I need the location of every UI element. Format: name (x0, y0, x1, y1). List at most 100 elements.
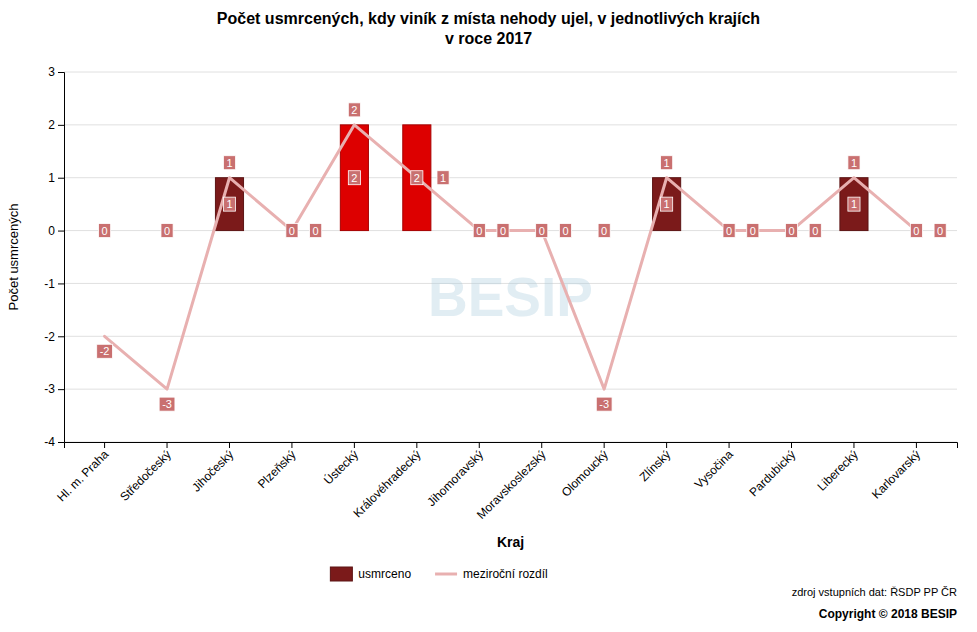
data-label-text: 0 (476, 225, 482, 237)
bar (403, 125, 431, 231)
legend-item: usmrceno (330, 567, 411, 581)
data-label: 2 (411, 171, 423, 185)
x-tick-label: Ústecký (320, 447, 361, 488)
x-tick: Hl. m. Praha (54, 442, 111, 504)
data-label-box (348, 103, 360, 117)
legend-swatch (435, 573, 457, 576)
x-tick-mark (916, 442, 917, 448)
data-label-box (286, 224, 298, 238)
data-label: 0 (473, 224, 485, 238)
line (105, 125, 917, 389)
data-label-box (536, 224, 548, 238)
y-tick: -2 (44, 330, 64, 344)
x-tick: Královéhradecký (351, 442, 424, 520)
chart-svg: BESIP-4-3-2-10123Hl. m. PrahaStředočeský… (0, 0, 977, 632)
x-tick-mark (479, 442, 480, 448)
data-label-box (809, 224, 821, 238)
data-label: -3 (596, 397, 612, 411)
x-tick-label: Vysočina (692, 447, 736, 491)
x-tick: Karlovarský (869, 442, 923, 502)
data-label-text: 0 (788, 225, 794, 237)
grid (64, 72, 957, 442)
y-tick-label: 1 (48, 171, 55, 185)
x-tick: Moravskoslezský (474, 442, 549, 522)
data-label: 2 (348, 171, 360, 185)
data-label-box (310, 224, 322, 238)
data-label-box (747, 224, 759, 238)
x-tick-label: Pardubický (746, 447, 798, 499)
x-axis-line (65, 443, 958, 449)
data-label-text: 1 (851, 157, 857, 169)
data-label-text: 0 (937, 225, 943, 237)
x-tick-label: Olomoucký (559, 447, 611, 499)
data-label: 1 (848, 156, 860, 170)
x-tick: Jihočeský (189, 442, 236, 495)
y-tick-mark (58, 336, 64, 337)
y-tick-label: -1 (44, 277, 55, 291)
x-tick: Středočeský (117, 442, 174, 504)
data-label: 0 (598, 224, 610, 238)
data-label: 0 (286, 224, 298, 238)
x-tick-mark (791, 442, 792, 448)
y-tick: 3 (48, 65, 64, 79)
grid-line (64, 336, 957, 337)
y-tick-mark (58, 442, 64, 443)
y-tick-label: -2 (44, 330, 55, 344)
data-label: -3 (159, 397, 175, 411)
x-tick-mark (416, 442, 417, 448)
data-label-box (411, 171, 423, 185)
x-tick: Zlínský (637, 442, 674, 484)
x-tick-label: Plzeňský (255, 447, 299, 491)
y-tick: 0 (48, 224, 64, 238)
data-label-text: 0 (289, 225, 295, 237)
legend-label: usmrceno (358, 567, 411, 581)
x-tick-label: Hl. m. Praha (54, 447, 111, 504)
data-label: 2 (348, 103, 360, 117)
x-tick: Ústecký (320, 442, 361, 487)
data-label: 0 (536, 224, 548, 238)
y-tick-label: 0 (48, 224, 55, 238)
data-label-text: 0 (726, 225, 732, 237)
data-label: 0 (310, 224, 322, 238)
x-tick: Pardubický (746, 442, 798, 499)
data-label-text: 1 (226, 198, 232, 210)
x-tick-label: Jihočeský (189, 447, 236, 494)
data-label-text: 1 (226, 157, 232, 169)
grid-line (64, 124, 957, 125)
y-tick-mark (58, 283, 64, 284)
data-label-text: 0 (539, 225, 545, 237)
data-label: 0 (747, 224, 759, 238)
data-label-box (848, 156, 860, 170)
y-tick: 1 (48, 171, 64, 185)
data-label-text: 0 (562, 225, 568, 237)
data-label-box (596, 397, 612, 411)
data-label-text: 0 (601, 225, 607, 237)
y-tick-mark (58, 389, 64, 390)
plot-area: BESIP-4-3-2-10123Hl. m. PrahaStředočeský… (44, 65, 957, 522)
data-label: 1 (223, 156, 235, 170)
x-tick-label: Moravskoslezský (474, 447, 549, 522)
data-label-box (934, 224, 946, 238)
data-label-text: 0 (750, 225, 756, 237)
x-tick-mark (666, 442, 667, 448)
data-label: 1 (661, 197, 673, 211)
y-tick-mark (58, 125, 64, 126)
data-label-text: 0 (313, 225, 319, 237)
x-tick-label: Zlínský (637, 447, 674, 484)
data-label-text: 0 (812, 225, 818, 237)
data-label-box (99, 224, 111, 238)
data-label-box (223, 197, 235, 211)
data-label-box (223, 156, 235, 170)
data-label-box (437, 171, 449, 185)
data-label-box (348, 171, 360, 185)
source-note: zdroj vstupních dat: ŘSDP PP ČR (792, 586, 957, 598)
data-labels: 00102200010010-2-3102100-310010 (97, 103, 947, 411)
x-tick: Plzeňský (255, 442, 299, 491)
y-tick-mark (58, 178, 64, 179)
title-line: v roce 2017 (445, 30, 532, 47)
data-label-box (723, 224, 735, 238)
y-axis-title: Počet usmrcených (6, 204, 21, 311)
data-label-box (661, 156, 673, 170)
y-axis-line (58, 73, 65, 443)
y-tick: 2 (48, 118, 64, 132)
